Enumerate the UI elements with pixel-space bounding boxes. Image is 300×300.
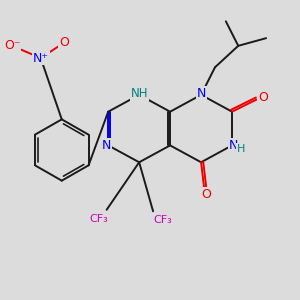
Text: H: H	[237, 144, 245, 154]
Text: N: N	[196, 87, 206, 100]
Text: CF₃: CF₃	[153, 215, 172, 226]
Text: O: O	[258, 92, 268, 104]
Text: NH: NH	[130, 87, 148, 100]
Text: O⁻: O⁻	[4, 39, 20, 52]
Text: O: O	[201, 188, 211, 201]
Text: N⁺: N⁺	[33, 52, 49, 64]
Text: O: O	[59, 36, 69, 49]
Text: N: N	[102, 139, 111, 152]
Text: N: N	[229, 139, 238, 152]
Text: CF₃: CF₃	[89, 214, 108, 224]
